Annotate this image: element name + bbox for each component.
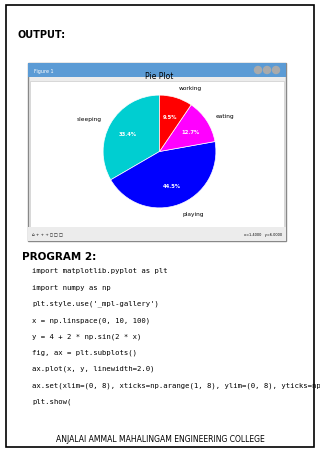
Text: ax.set(xlim=(0, 8), xticks=np.arange(1, 8), ylim=(0, 8), yticks=np.arange(1, 8)): ax.set(xlim=(0, 8), xticks=np.arange(1, … — [32, 382, 320, 388]
Wedge shape — [103, 96, 159, 180]
Text: 44.5%: 44.5% — [163, 184, 181, 189]
Title: Pie Plot: Pie Plot — [145, 72, 174, 81]
Text: ANJALAI AMMAL MAHALINGAM ENGINEERING COLLEGE: ANJALAI AMMAL MAHALINGAM ENGINEERING COL… — [56, 434, 264, 443]
Text: 33.4%: 33.4% — [119, 131, 137, 136]
Text: Figure 1: Figure 1 — [34, 69, 54, 74]
Text: x = np.linspace(0, 10, 100): x = np.linspace(0, 10, 100) — [32, 317, 150, 323]
Text: OUTPUT:: OUTPUT: — [18, 30, 66, 40]
Text: eating: eating — [215, 114, 234, 119]
Circle shape — [263, 67, 270, 74]
Wedge shape — [159, 96, 191, 152]
Bar — [28, 227, 286, 241]
Text: fig, ax = plt.subplots(): fig, ax = plt.subplots() — [32, 349, 137, 355]
Text: working: working — [179, 86, 202, 91]
Bar — [30, 82, 284, 227]
Circle shape — [273, 67, 279, 74]
Wedge shape — [111, 142, 216, 208]
Text: 12.7%: 12.7% — [181, 130, 199, 135]
Wedge shape — [159, 106, 215, 152]
Text: playing: playing — [182, 212, 204, 217]
Text: sleeping: sleeping — [77, 116, 102, 121]
Text: 9.5%: 9.5% — [163, 115, 178, 120]
Text: ⌂ + + + 🔍 □ □: ⌂ + + + 🔍 □ □ — [32, 232, 63, 236]
Bar — [28, 64, 286, 78]
Text: plt.show(: plt.show( — [32, 398, 71, 404]
Text: import matplotlib.pyplot as plt: import matplotlib.pyplot as plt — [32, 268, 168, 274]
Circle shape — [254, 67, 261, 74]
Text: y = 4 + 2 * np.sin(2 * x): y = 4 + 2 * np.sin(2 * x) — [32, 333, 141, 339]
Text: PROGRAM 2:: PROGRAM 2: — [22, 251, 97, 261]
Text: x=1.4000   y=6.0000: x=1.4000 y=6.0000 — [244, 232, 282, 236]
Text: plt.style.use('_mpl-gallery'): plt.style.use('_mpl-gallery') — [32, 300, 159, 307]
Text: import numpy as np: import numpy as np — [32, 284, 111, 290]
Text: ax.plot(x, y, linewidth=2.0): ax.plot(x, y, linewidth=2.0) — [32, 365, 155, 372]
Bar — [28, 64, 286, 241]
